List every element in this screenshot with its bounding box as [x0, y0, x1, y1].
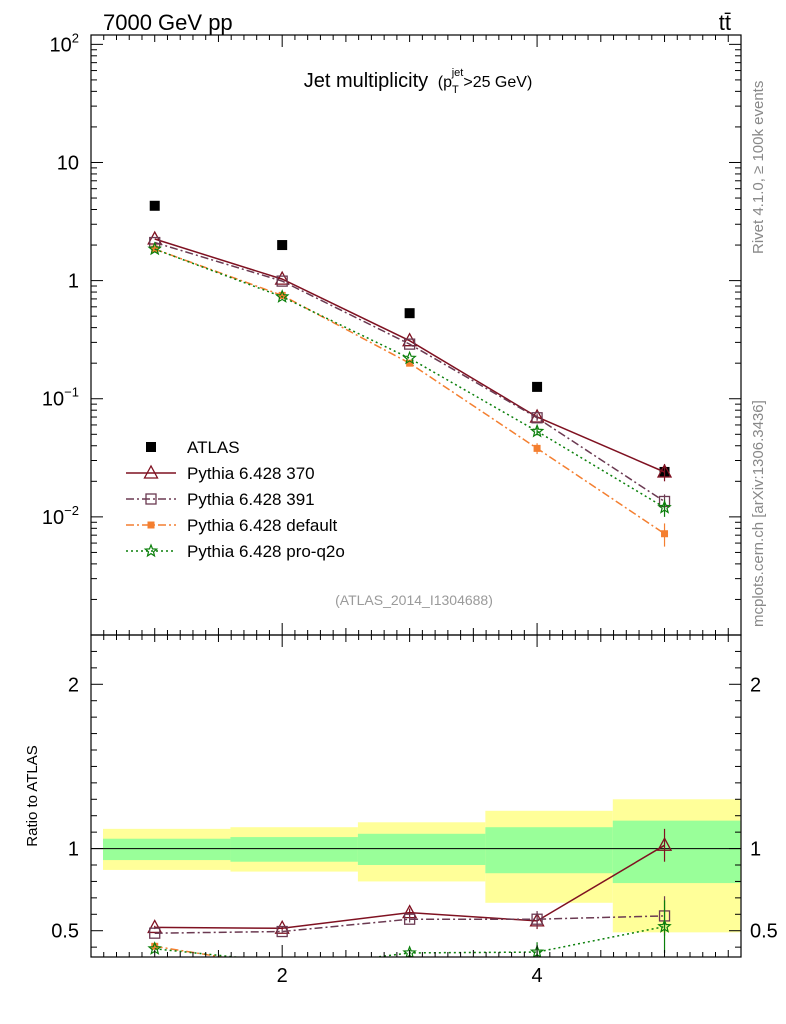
- ratio-y-tick-label: 0.5: [51, 921, 79, 943]
- ratio-point: [531, 913, 543, 925]
- legend: ATLAS Pythia 6.428 370 Pythia 6.428 391 Pyt…: [126, 438, 345, 561]
- legend-marker: [145, 493, 157, 505]
- legend-item-p370: Pythia 6.428 370: [126, 464, 315, 483]
- ratio-line: [154, 915, 665, 934]
- data-point: [661, 530, 669, 538]
- ratio-y-tick-label: 1: [68, 839, 79, 861]
- ratio-y-tick-label: 2: [68, 674, 79, 696]
- y-tick-label: 102: [50, 30, 79, 56]
- main-title: Jet multiplicity (pTjet>25 GeV): [304, 67, 533, 96]
- data-point: [529, 423, 545, 438]
- series-line: [154, 241, 665, 503]
- legend-marker: [143, 464, 159, 479]
- legend-item-atlas: ATLAS: [146, 438, 240, 457]
- legend-label: Pythia 6.428 default: [187, 516, 338, 535]
- band-inner: [612, 820, 741, 884]
- band-inner: [485, 827, 613, 874]
- data-point: [531, 412, 543, 424]
- legend-label: Pythia 6.428 pro-q2o: [187, 542, 345, 561]
- data-point: [147, 241, 162, 256]
- ratio-y-tick-label-right: 0.5: [750, 921, 778, 943]
- ratio-point: [149, 927, 161, 939]
- data-point: [404, 308, 415, 319]
- energy-label: 7000 GeV pp: [103, 10, 233, 35]
- ratio-point: [151, 942, 159, 950]
- series-line: [154, 238, 665, 473]
- legend-item-p391: Pythia 6.428 391: [126, 490, 315, 509]
- band-inner: [103, 838, 231, 861]
- ratio-point: [274, 919, 290, 934]
- process-label: tt̄: [719, 10, 731, 35]
- data-point: [274, 289, 290, 303]
- ratio-point: [403, 913, 416, 925]
- ratio-plot: 0.5 0.5 1 1 2 2 2 4: [51, 634, 778, 987]
- data-point: [274, 270, 290, 285]
- ratio-y-tick-label-right: 2: [750, 674, 761, 696]
- rivet-label: Rivet 4.1.0, ≥ 100k events: [750, 81, 767, 254]
- y-tick-label: 1: [68, 271, 79, 293]
- x-tick-label: 4: [532, 965, 543, 987]
- legend-marker: [147, 521, 155, 529]
- x-tick-label: 2: [277, 965, 288, 987]
- band-inner: [357, 833, 486, 865]
- ratio-point: [657, 918, 672, 933]
- data-point: [533, 444, 541, 452]
- legend-label: ATLAS: [187, 438, 240, 457]
- data-point: [656, 463, 673, 478]
- data-point: [406, 359, 414, 367]
- legend-marker: [143, 543, 159, 558]
- data-point: [276, 275, 288, 287]
- legend-item-pq2o: Pythia 6.428 pro-q2o: [126, 542, 345, 561]
- legend-item-pdefault: Pythia 6.428 default: [126, 516, 338, 535]
- series-pq2o: [147, 241, 672, 517]
- ratio-series-pdefault: [151, 942, 226, 957]
- ratio-ylabel: Ratio to ATLAS: [24, 745, 41, 846]
- data-point: [278, 291, 286, 299]
- series-line: [154, 248, 665, 509]
- y-tick-label: 10: [57, 152, 79, 174]
- ratio-y-tick-label-right: 1: [750, 839, 761, 861]
- y-tick-label: 10−2: [42, 503, 79, 529]
- band-inner: [230, 837, 358, 862]
- main-plot: 102 10 1 10−1 10−2: [42, 30, 742, 636]
- data-point: [402, 350, 417, 365]
- data-point: [657, 499, 672, 514]
- data-point: [403, 338, 416, 350]
- ratio-point: [656, 836, 673, 851]
- mcplots-label: mcplots.cern.ch [arXiv:1306.3436]: [750, 400, 767, 627]
- analysis-tag: (ATLAS_2014_I1304688): [335, 592, 493, 608]
- ratio-plot-frame: [90, 634, 742, 958]
- ratio-point: [147, 919, 163, 934]
- y-tick-label: 10−1: [42, 385, 79, 411]
- legend-label: Pythia 6.428 370: [187, 464, 315, 483]
- data-point: [277, 240, 288, 251]
- legend-marker: [146, 442, 156, 452]
- data-point: [532, 381, 543, 392]
- legend-label: Pythia 6.428 391: [187, 490, 315, 509]
- ratio-point: [276, 925, 288, 938]
- data-point: [149, 200, 160, 211]
